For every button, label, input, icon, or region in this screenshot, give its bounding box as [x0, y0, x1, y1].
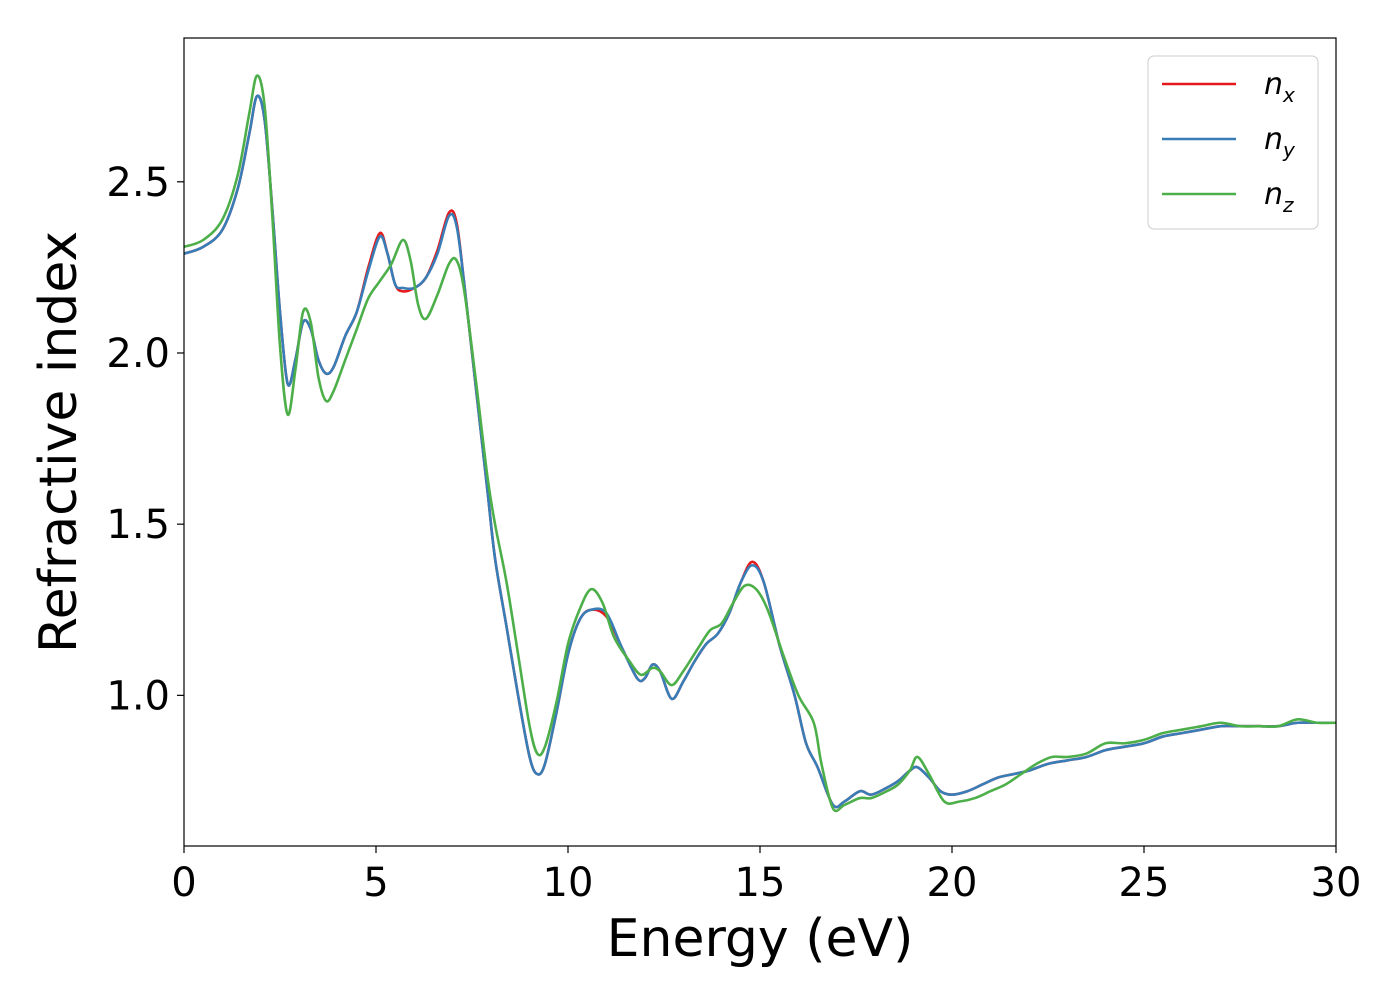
- x-tick-label: 20: [927, 860, 978, 906]
- y-tick-label: 2.5: [106, 160, 170, 206]
- series-line-nz: [184, 74, 1336, 813]
- y-axis-ticks: 1.0 1.5 2.0 2.5: [106, 160, 184, 719]
- x-tick-label: 30: [1311, 860, 1362, 906]
- y-tick-label: 1.0: [106, 673, 170, 719]
- y-tick-label: 2.0: [106, 331, 170, 377]
- x-tick-label: 25: [1119, 860, 1170, 906]
- x-axis-ticks: 0 5 10 15 20 25 30: [171, 846, 1361, 906]
- series-layer: [184, 74, 1336, 813]
- x-tick-label: 0: [171, 860, 196, 906]
- x-tick-label: 10: [543, 860, 594, 906]
- x-axis-title: Energy (eV): [607, 909, 914, 969]
- x-tick-label: 5: [363, 860, 388, 906]
- x-tick-label: 15: [735, 860, 786, 906]
- legend-box: [1147, 55, 1319, 230]
- series-line-ny: [184, 94, 1336, 809]
- y-axis-title: Refractive index: [29, 231, 89, 653]
- y-tick-label: 1.5: [106, 502, 170, 548]
